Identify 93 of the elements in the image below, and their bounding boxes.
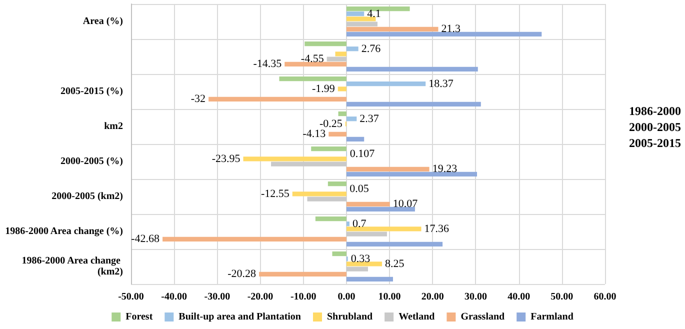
data-label: -32 [190, 93, 206, 106]
y-tick-label: 1986-2000 Area change (%) [5, 226, 123, 237]
bar [292, 192, 346, 196]
data-label: 10.07 [392, 198, 418, 210]
legend-label: Grassland [460, 312, 506, 322]
data-label: 2.76 [361, 42, 382, 55]
data-label: 2.37 [360, 112, 380, 125]
bar [284, 62, 346, 66]
data-label: 18.37 [428, 78, 454, 90]
bar [346, 32, 542, 37]
text: 1986-2000 [629, 104, 682, 118]
bar [259, 272, 346, 276]
x-tick-label: 60.00 [594, 292, 616, 302]
y-tick-label: 2005-2015 (%) [60, 86, 123, 97]
bar [326, 56, 346, 62]
bar [346, 82, 426, 86]
data-label: -12.55 [260, 188, 290, 200]
y-tick-label: km2 [104, 121, 123, 132]
data-label: 0.107 [350, 148, 376, 160]
bar [346, 116, 357, 122]
bar [243, 156, 346, 162]
bar [332, 251, 346, 256]
bar [346, 222, 350, 226]
y-tick-label: 2000-2005 (%) [60, 156, 123, 167]
text: 2005-2015 [629, 136, 682, 150]
bar [162, 236, 346, 242]
data-label: 4.1 [367, 8, 381, 20]
data-label: -14.35 [253, 58, 282, 70]
bar [346, 266, 368, 272]
data-label: -4.55 [300, 53, 324, 66]
x-tick-label: -40.00 [161, 292, 188, 302]
data-label: -23.95 [212, 152, 241, 165]
bar [328, 132, 346, 136]
y-tick-label: Area (%) [82, 16, 123, 27]
bar [279, 76, 346, 82]
bar [346, 66, 478, 72]
data-label: 8.25 [385, 258, 405, 270]
bar [346, 26, 438, 32]
bar [346, 136, 364, 142]
bar [307, 196, 346, 202]
bar [346, 232, 387, 236]
data-label: 0.05 [350, 182, 370, 195]
x-tick-label: 0.00 [338, 292, 356, 302]
bar [346, 172, 478, 177]
data-label: 0.7 [352, 218, 367, 230]
bar [346, 102, 481, 107]
bar [346, 226, 422, 232]
x-tick-label: 40.00 [508, 292, 530, 302]
legend-label: Built-up area and Plantation [178, 312, 302, 322]
bar [346, 242, 443, 247]
y-tick-label: 2000-2005 (km2) [52, 191, 123, 202]
data-label: -1.99 [312, 82, 336, 95]
y-tick-label: 1986-2000 Area change (km2) [22, 256, 123, 278]
x-tick-label: 30.00 [464, 292, 487, 302]
bar [346, 12, 364, 16]
data-label: -0.25 [319, 118, 343, 130]
bar [346, 276, 393, 282]
bar [208, 96, 346, 102]
bar [311, 146, 346, 152]
bar [346, 22, 378, 26]
bar [346, 166, 430, 172]
bar [346, 6, 410, 12]
legend-label: Wetland [398, 312, 436, 322]
x-tick-label: 10.00 [378, 292, 401, 302]
data-label: 19.23 [432, 163, 458, 176]
bar [346, 206, 415, 212]
legend-label: Farmland [530, 312, 574, 322]
x-tick-label: -20.00 [247, 292, 274, 302]
data-label: -4.13 [302, 128, 326, 140]
data-label: 0.33 [350, 252, 371, 265]
x-tick-label: 50.00 [550, 292, 574, 302]
bar [346, 46, 358, 52]
x-tick-label: -10.00 [290, 292, 316, 302]
x-tick-label: 20.00 [421, 292, 444, 302]
text: 2000-2005 [629, 120, 682, 134]
bar [338, 86, 346, 92]
bar [271, 162, 346, 166]
bar [346, 16, 376, 22]
x-tick-label: -50.00 [118, 292, 144, 302]
bar [346, 262, 382, 266]
x-tick-label: -30.00 [204, 292, 230, 302]
data-label: -42.68 [131, 233, 160, 246]
bar [304, 41, 346, 46]
data-label: 21.3 [441, 23, 461, 36]
bar [335, 52, 346, 56]
bar [338, 111, 346, 116]
data-label: -20.28 [228, 268, 257, 280]
bar [346, 202, 390, 206]
bar [328, 181, 346, 186]
bar [315, 216, 346, 222]
legend-label: Forest [126, 312, 154, 322]
data-label: 17.36 [424, 222, 450, 235]
legend-label: Shrubland [326, 312, 374, 322]
